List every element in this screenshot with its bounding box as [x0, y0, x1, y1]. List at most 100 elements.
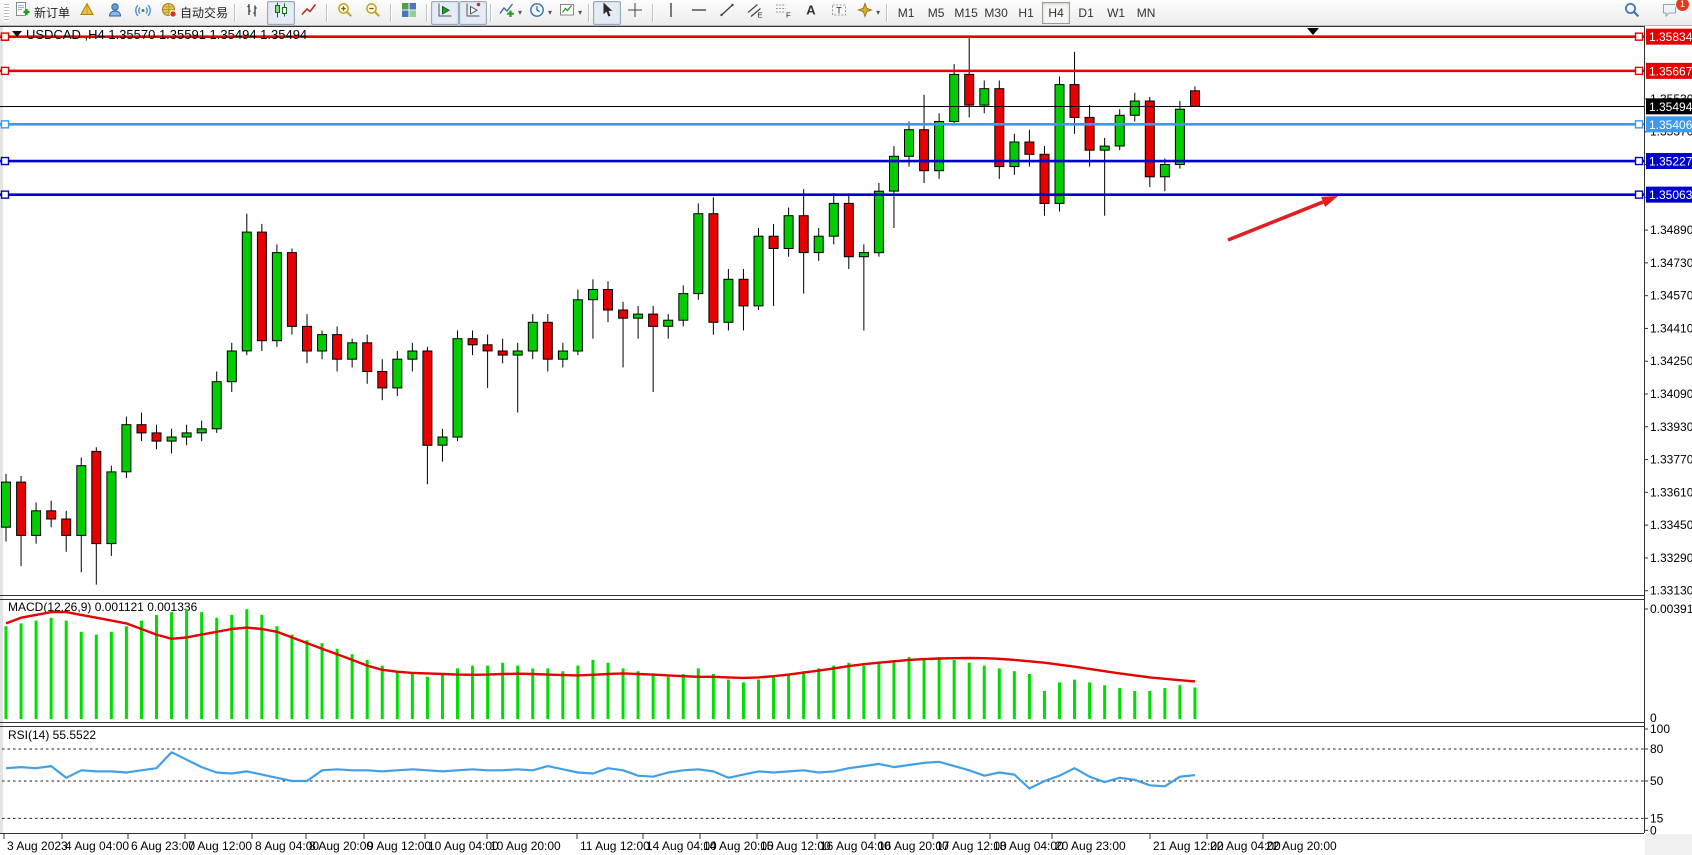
chart-shift-marker[interactable]: [1307, 28, 1319, 35]
bull-candle: [226, 350, 237, 383]
arrows-button[interactable]: ▾: [853, 1, 883, 25]
time-axis-label: 7 Aug 12:00: [188, 839, 252, 853]
bull-candle: [31, 510, 42, 536]
bear-candle: [302, 325, 312, 352]
time-axis-label: 9 Aug 12:00: [367, 839, 431, 853]
price-tick-label: 1.33610: [1650, 485, 1692, 499]
vertical-line-button[interactable]: [657, 1, 685, 25]
bear-candle: [618, 309, 629, 319]
templates-button[interactable]: ▾: [555, 1, 585, 25]
fibonacci-button[interactable]: F: [769, 1, 797, 25]
price-tick-label: 1.34730: [1650, 256, 1692, 270]
time-axis-label: 14 Aug 04:00: [646, 839, 717, 853]
toolbar-separator: [426, 3, 429, 22]
time-axis-label: 20 Aug 23:00: [1055, 839, 1126, 853]
timeframe-h4-button[interactable]: H4: [1042, 1, 1071, 24]
bull-candle: [1054, 84, 1065, 204]
periods-button[interactable]: ▾: [525, 1, 555, 25]
notifications-button[interactable]: 1: [1656, 0, 1690, 25]
market-button[interactable]: [73, 1, 101, 25]
candlestick-chart-button[interactable]: [267, 0, 296, 25]
autotrade-icon: [160, 1, 178, 24]
zoom-out-button[interactable]: [359, 1, 387, 25]
time-axis-label: 15 Aug 12:00: [760, 839, 831, 853]
symbol-dropdown-icon[interactable]: [12, 31, 22, 37]
line-handle[interactable]: [1634, 156, 1644, 166]
time-axis-label: 22 Aug 20:00: [1266, 839, 1337, 853]
bull-candle: [873, 190, 884, 254]
line-handle[interactable]: [0, 190, 10, 199]
time-axis-label: 3 Aug 2023: [7, 839, 68, 853]
search-icon: [1623, 1, 1641, 24]
zoom-in-button[interactable]: [331, 1, 359, 25]
search-button[interactable]: [1618, 1, 1646, 25]
price-badge-text: 1.35063: [1649, 188, 1692, 202]
crosshair-icon: [626, 1, 644, 24]
new-order-button[interactable]: 新订单: [11, 1, 73, 25]
macd-signal-line: [5, 610, 1196, 683]
autotrading-button[interactable]: 自动交易: [157, 1, 231, 25]
timeframe-m30-button[interactable]: M30: [984, 5, 1008, 20]
bull-candle: [723, 278, 734, 323]
toolbar-grip[interactable]: [4, 3, 9, 22]
timeframe-mn-button[interactable]: MN: [1136, 5, 1156, 20]
candle-series: [1, 37, 1200, 585]
trendline-button[interactable]: [713, 1, 741, 25]
top-toolbar: 新订单 自动交易 ▾ ▾ ▾ E F A T ▾ M1 M5 M15 M30 H1 H4 D1 W1 MN 1: [0, 0, 1692, 26]
bull-candle: [1009, 141, 1020, 168]
bull-candle: [783, 215, 794, 249]
usdcad-h4-chart[interactable]: USDCAD ,H4 1.35570 1.35591 1.35494 1.354…: [0, 26, 1692, 855]
horizontal-line-button[interactable]: [685, 1, 713, 25]
line-handle[interactable]: [1634, 32, 1644, 41]
line-handle[interactable]: [1634, 66, 1644, 76]
auto-scroll-icon: [436, 1, 454, 24]
vertical-line-icon: [662, 1, 680, 24]
crosshair-button[interactable]: [621, 1, 649, 25]
timeframe-w1-button[interactable]: W1: [1107, 5, 1126, 20]
tile-windows-button[interactable]: [395, 1, 423, 25]
indicators-icon: [498, 1, 516, 24]
line-handle[interactable]: [1634, 190, 1644, 199]
community-button[interactable]: [101, 1, 129, 25]
line-handle[interactable]: [0, 156, 10, 166]
toolbar-separator: [886, 3, 889, 22]
channel-button[interactable]: E: [741, 1, 769, 25]
bull-candle: [166, 436, 177, 442]
line-handle[interactable]: [0, 66, 10, 76]
svg-text:T: T: [836, 5, 842, 15]
bear-candle: [919, 129, 930, 172]
timeframe-d1-button[interactable]: D1: [1078, 5, 1094, 20]
arrow-object-head[interactable]: [1321, 196, 1338, 208]
bar-chart-button[interactable]: [239, 1, 267, 25]
bull-candle: [211, 381, 222, 430]
time-axis-label: 16 Aug 04:00: [820, 839, 891, 853]
signals-button[interactable]: [129, 1, 157, 25]
chart-shift-icon: [464, 1, 482, 24]
chart-shift-button[interactable]: [459, 0, 488, 25]
auto-scroll-button[interactable]: [431, 0, 460, 25]
timeframe-h1-button[interactable]: H1: [1018, 5, 1034, 20]
text-button[interactable]: A: [797, 1, 825, 25]
new-order-icon: [14, 1, 32, 24]
arrow-object-line[interactable]: [1227, 200, 1324, 242]
template-icon: [558, 1, 576, 24]
line-handle[interactable]: [0, 32, 10, 41]
price-tick-label: 1.34090: [1650, 387, 1692, 401]
line-chart-button[interactable]: [295, 1, 323, 25]
timeframe-m15-button[interactable]: M15: [954, 5, 978, 20]
timeframe-m1-button[interactable]: M1: [897, 5, 915, 20]
timeframe-m5-button[interactable]: M5: [927, 5, 945, 20]
line-handle[interactable]: [0, 120, 10, 129]
bull-candle: [181, 432, 192, 438]
bull-candle: [271, 252, 282, 342]
chart-title: USDCAD ,H4 1.35570 1.35591 1.35494 1.354…: [26, 27, 307, 42]
indicators-button[interactable]: ▾: [495, 1, 525, 25]
cursor-button[interactable]: [593, 0, 622, 25]
line-handle[interactable]: [1634, 120, 1644, 129]
bear-candle: [497, 350, 508, 356]
bear-candle: [422, 350, 433, 446]
rsi-level-label: 100: [1650, 722, 1670, 736]
price-tick-label: 1.34890: [1650, 223, 1692, 237]
price-badge: [1646, 186, 1692, 203]
label-button[interactable]: T: [825, 1, 853, 25]
